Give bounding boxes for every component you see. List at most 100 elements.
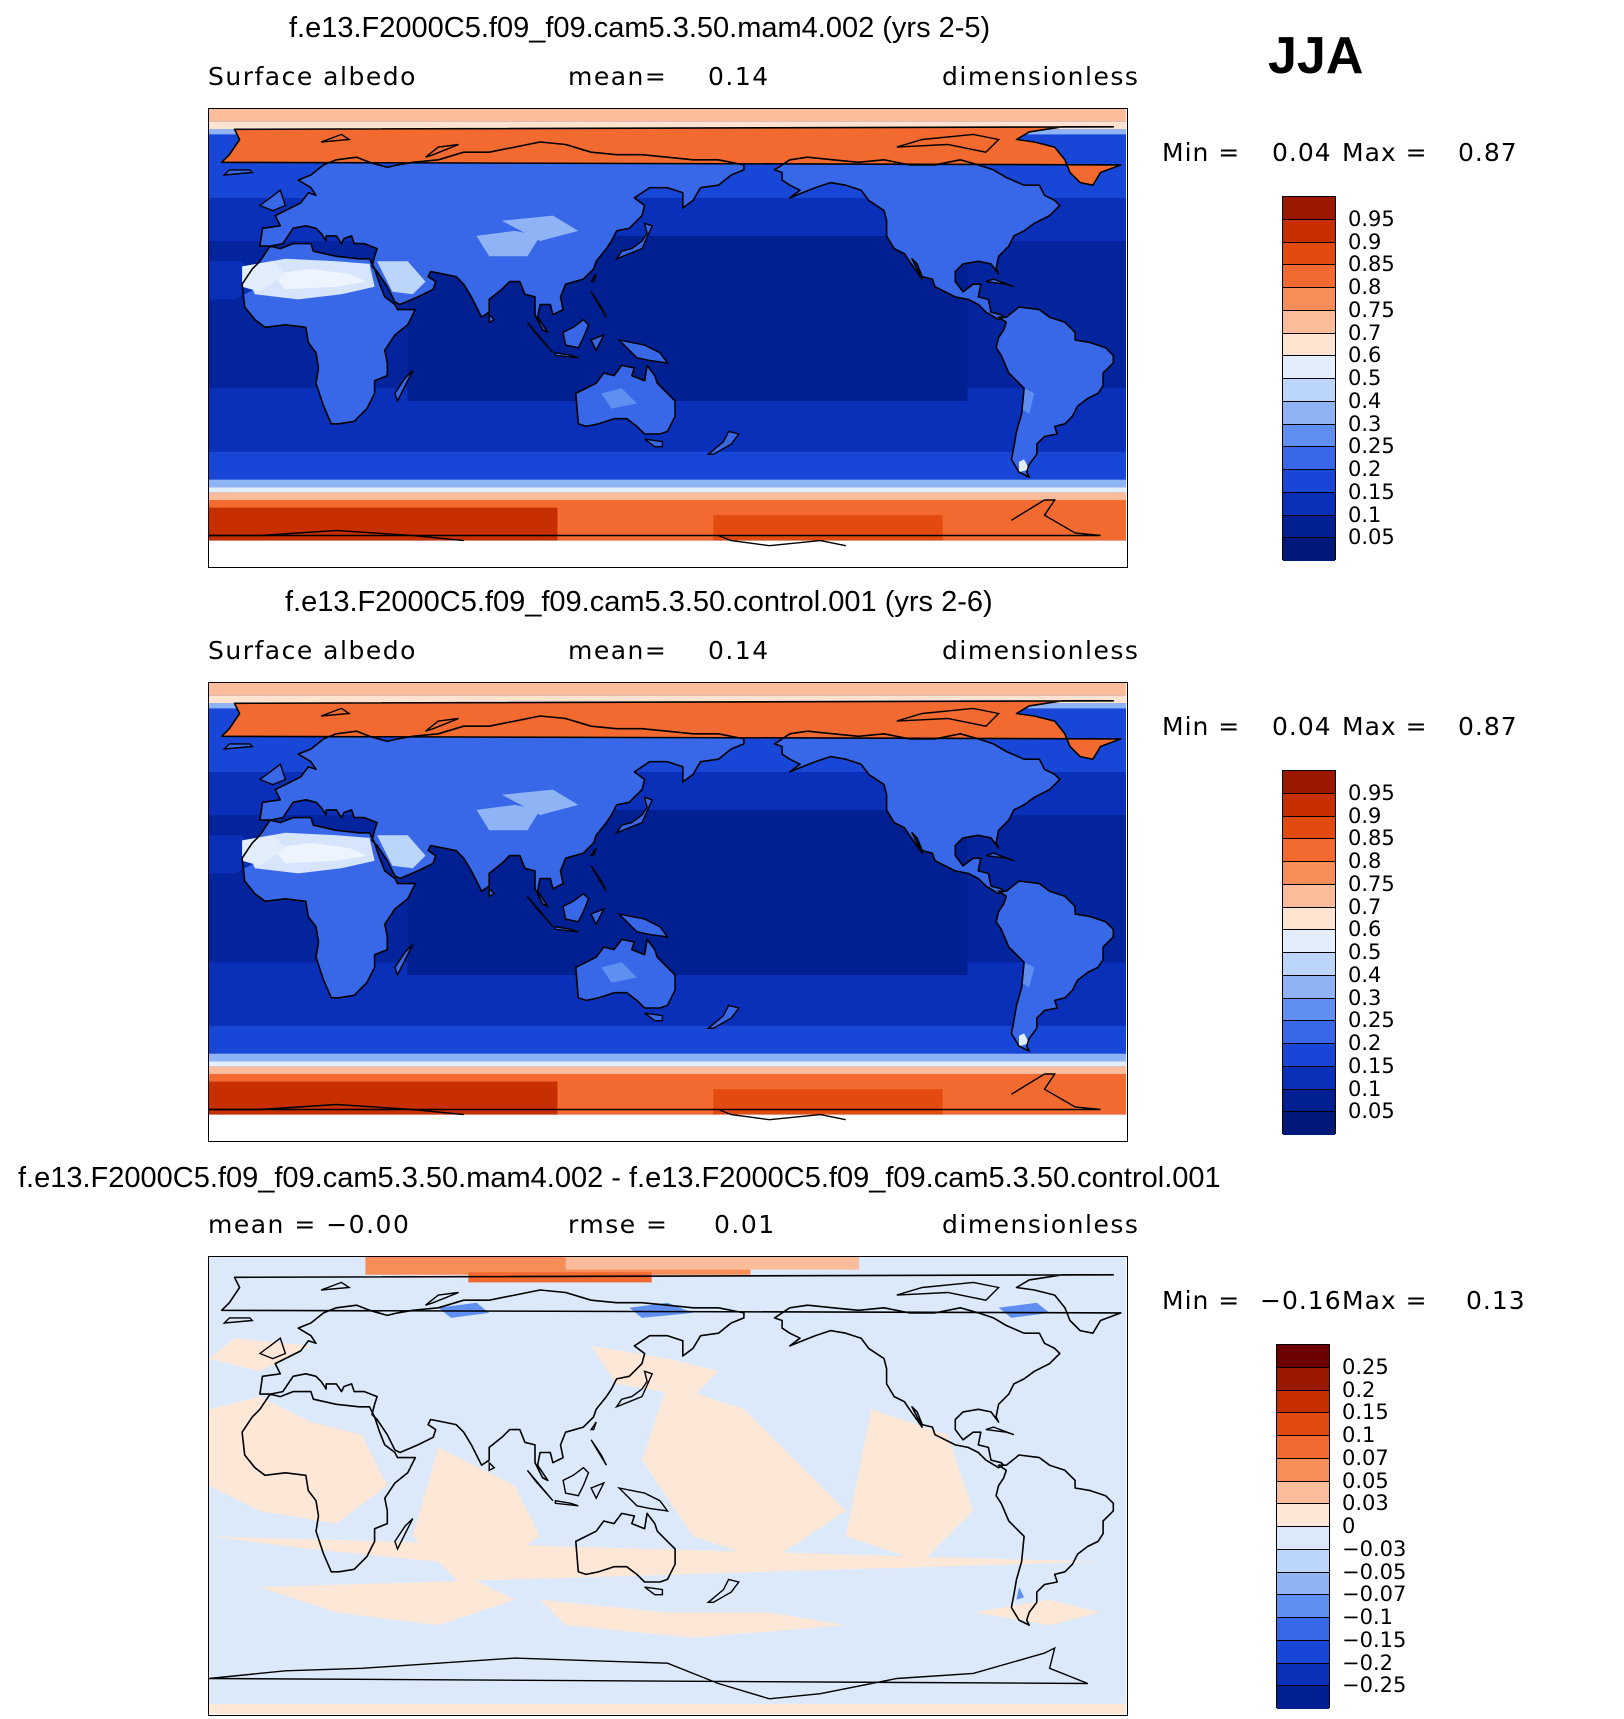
coastline-island xyxy=(562,1466,590,1497)
coastline-island xyxy=(896,707,1001,727)
colorbar-tick-label: 0.25 xyxy=(1342,1354,1389,1379)
panel2-map xyxy=(208,682,1128,1142)
coastline-island xyxy=(488,313,496,324)
coastline-island xyxy=(590,291,608,318)
colorbar-tick-label: 0.6 xyxy=(1348,917,1382,942)
colorbar-tick-label: 0.15 xyxy=(1348,1053,1395,1078)
panel1-units-label: dimensionless xyxy=(942,62,1140,91)
colorbar-swatch xyxy=(1283,447,1335,470)
colorbar-swatch xyxy=(1277,1345,1329,1368)
colorbar-swatch xyxy=(1277,1663,1329,1687)
coastline xyxy=(995,880,1115,1052)
southern-ice-light xyxy=(209,1066,1126,1074)
colorbar-swatch xyxy=(1277,1527,1329,1550)
colorbar-swatch xyxy=(1283,333,1335,357)
coastline xyxy=(995,1454,1115,1626)
colorbar-swatch xyxy=(1283,1044,1335,1067)
colorbar-tick-label: 0.5 xyxy=(1348,940,1382,964)
coastline-island xyxy=(425,717,459,732)
colorbar-swatch xyxy=(1283,953,1335,976)
panel3-rmse-label: rmse = xyxy=(568,1210,669,1239)
coastline xyxy=(574,938,676,1009)
colorbar-tick-label: 0.8 xyxy=(1348,849,1382,873)
island-fill xyxy=(563,319,589,348)
bright-surface xyxy=(272,268,367,290)
bright-surface xyxy=(272,842,367,864)
coastline-island xyxy=(706,430,740,455)
colorbar-swatch xyxy=(1283,288,1335,311)
coastline-island xyxy=(616,912,670,938)
colorbar-tick-label: 0.9 xyxy=(1348,229,1382,254)
coastline-island xyxy=(320,707,352,717)
colorbar-swatch xyxy=(1283,310,1335,334)
bright-surface xyxy=(914,799,943,826)
colorbar-swatch xyxy=(1283,219,1335,243)
coastline-island xyxy=(706,1578,740,1603)
panel3-max-value: 0.13 xyxy=(1466,1286,1526,1315)
panel1-variable-label: Surface albedo xyxy=(208,62,417,91)
island-fill xyxy=(259,764,286,785)
coastline-island xyxy=(706,1004,740,1029)
coastline xyxy=(241,242,417,425)
coastline-island xyxy=(616,1486,670,1512)
bright-surface xyxy=(501,215,579,241)
coastline-island xyxy=(394,944,414,977)
coastline-island xyxy=(614,796,654,835)
colorbar-swatch xyxy=(1277,1458,1329,1482)
bright-surface xyxy=(601,388,637,409)
panel1-mean-label: mean= xyxy=(568,62,668,91)
panel1-max-value: 0.87 xyxy=(1458,138,1518,167)
colorbar-swatch xyxy=(1277,1572,1329,1596)
coastline xyxy=(241,1390,417,1573)
colorbar-tick-label: 0.15 xyxy=(1348,479,1395,504)
colorbar-tick-label: 0.2 xyxy=(1348,1031,1382,1055)
positive-diff-patch xyxy=(540,1599,846,1638)
coastline xyxy=(241,816,417,999)
panel1-min-value: 0.04 xyxy=(1272,138,1332,167)
colorbar-swatch xyxy=(1283,1021,1335,1044)
southern-ice-white xyxy=(209,487,1126,493)
greenland-ice xyxy=(221,700,1121,760)
coastline-island xyxy=(590,333,606,352)
colorbar-swatch xyxy=(1277,1640,1329,1664)
colorbar-tick-label: 0.25 xyxy=(1348,434,1395,459)
coastline xyxy=(574,1512,676,1583)
bright-surface xyxy=(1021,962,1035,988)
colorbar-tick-label: 0.1 xyxy=(1342,1423,1376,1447)
bright-surface xyxy=(377,835,426,869)
land-fill xyxy=(996,307,1114,478)
colorbar-swatch xyxy=(1277,1481,1329,1505)
coastline-island xyxy=(554,925,579,933)
land-fill xyxy=(996,881,1114,1052)
southern-ice-fringe xyxy=(209,1053,1126,1062)
colorbar-swatch xyxy=(1283,470,1335,493)
colorbar-swatch xyxy=(1283,839,1335,862)
colorbar-swatch xyxy=(1283,1089,1335,1113)
colorbar-swatch xyxy=(1277,1504,1329,1527)
panel2-max-value: 0.87 xyxy=(1458,712,1518,741)
bright-surface xyxy=(377,261,426,295)
colorbar-swatch xyxy=(1277,1413,1329,1436)
coastline-island xyxy=(985,278,1015,288)
coastline-island xyxy=(562,318,590,349)
panel1-colorbar xyxy=(1282,196,1336,561)
coastline-island xyxy=(896,1281,1001,1301)
coastline-island xyxy=(644,1012,664,1022)
positive-diff-patch xyxy=(209,1396,388,1524)
colorbar-tick-label: 0.2 xyxy=(1348,457,1382,481)
colorbar-tick-label: 0.25 xyxy=(1348,1008,1395,1033)
coastline-island xyxy=(614,1370,654,1409)
colorbar-tick-label: 0.6 xyxy=(1348,343,1382,368)
no-data-south xyxy=(209,1114,1126,1140)
colorbar-swatch xyxy=(1277,1549,1329,1573)
coastline-island xyxy=(589,847,597,857)
south-strip xyxy=(209,1703,1126,1714)
coastline-island xyxy=(526,895,554,928)
coastline xyxy=(773,1304,1061,1469)
antarctic-coast xyxy=(209,1646,1089,1700)
coastline-island xyxy=(590,1439,608,1466)
southern-ice-light xyxy=(209,492,1126,500)
bright-surface xyxy=(476,230,541,257)
colorbar-swatch xyxy=(1277,1618,1329,1641)
coastline-island xyxy=(589,273,597,283)
